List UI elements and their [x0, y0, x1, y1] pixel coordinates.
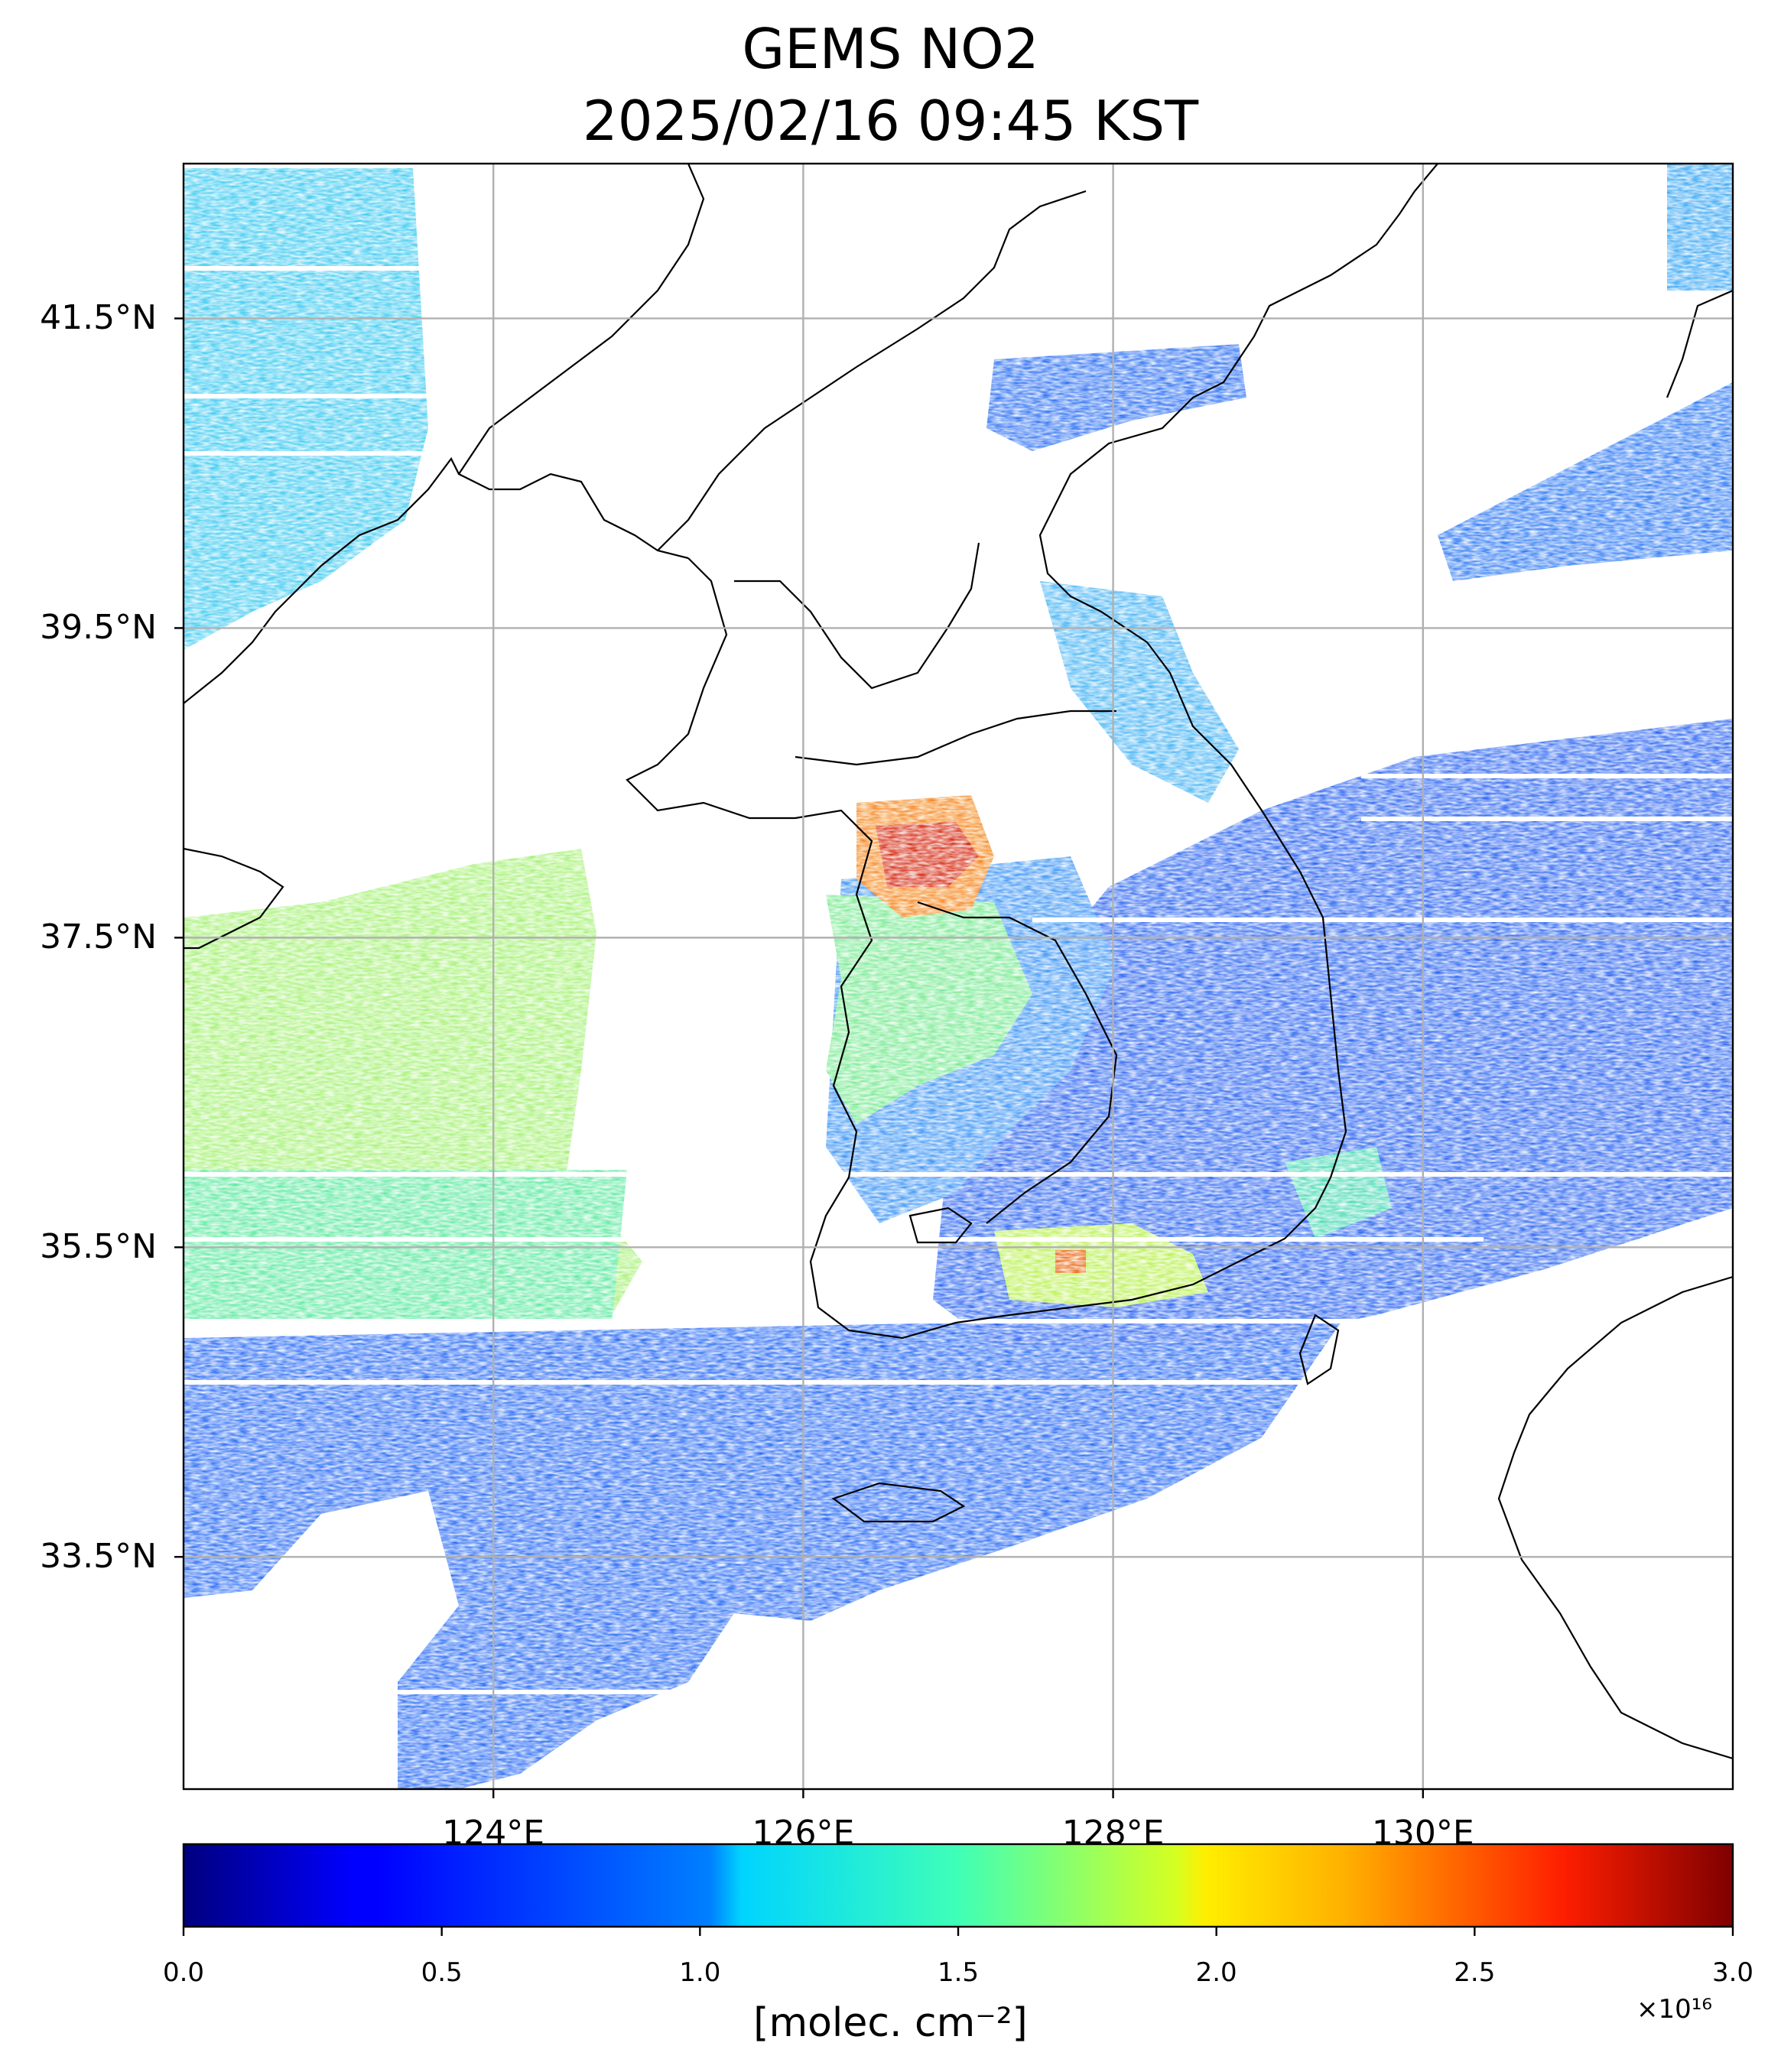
no2-region-east-coast — [1040, 581, 1239, 803]
plot-frame — [182, 162, 1734, 1791]
no2-region-northeast — [1438, 382, 1733, 581]
border-nk-internal — [734, 542, 980, 690]
no2-region-southwest-sea — [184, 1315, 1346, 1789]
lat-tick-label: 33.5°N — [40, 1537, 157, 1577]
no2-region-yeosu — [1055, 1250, 1086, 1273]
coastlines — [184, 164, 1733, 1760]
gridlines — [184, 164, 1733, 1789]
colorbar-tick-label: 0.5 — [421, 1957, 463, 1988]
map-title-line2: 2025/02/16 09:45 KST — [582, 89, 1199, 153]
no2-region-nk-east — [986, 344, 1246, 451]
no2-region-central — [826, 895, 1032, 1124]
swath-gap — [184, 451, 948, 456]
swath-gaps — [184, 266, 1733, 1694]
lat-tick-label: 37.5°N — [40, 917, 157, 957]
swath-gap — [1032, 917, 1733, 922]
colorbar-tick-label: 1.5 — [937, 1957, 980, 1988]
no2-region-busan — [1285, 1147, 1392, 1239]
colorbar-tick-label: 1.0 — [679, 1957, 721, 1988]
colorbar-tick-label: 2.5 — [1454, 1957, 1496, 1988]
border-china-nk — [657, 190, 1087, 551]
swath-gap — [184, 1237, 1484, 1242]
swath-gap — [398, 1690, 811, 1694]
axis-tick-marks — [174, 317, 1425, 1798]
coastline-japan-north — [1666, 289, 1733, 398]
border-dmz — [795, 710, 1116, 766]
swath-gap — [184, 1380, 1331, 1385]
coastline-japan-kyushu — [1497, 1275, 1733, 1760]
border-china-internal — [458, 164, 705, 475]
colorbar-exponent-label: ×10¹⁶ — [1636, 1994, 1713, 2025]
coastline-shandong — [184, 847, 284, 950]
coastline-korea-south — [848, 1177, 1331, 1340]
colorbar-tick-marks — [182, 1927, 1734, 1936]
lat-tick-label: 41.5°N — [40, 298, 157, 338]
coastline-jeju — [831, 1482, 966, 1523]
coastline-korea-east — [1038, 164, 1438, 1178]
no2-regions — [184, 164, 1733, 1789]
no2-region-south-coast — [994, 1223, 1208, 1307]
lon-tick-label: 126°E — [752, 1814, 855, 1853]
coastline-liaodong — [184, 456, 689, 704]
lon-tick-label: 128°E — [1061, 1814, 1165, 1853]
lon-tick-label: 130°E — [1371, 1814, 1474, 1853]
swath-gap — [184, 394, 948, 398]
colorbar-tick-label: 3.0 — [1711, 1957, 1754, 1988]
no2-data-layer — [184, 164, 1733, 1789]
map-title-line1: GEMS NO2 — [742, 17, 1039, 81]
coastline-korea-west — [626, 557, 873, 1331]
no2-region-liaoning — [184, 168, 428, 650]
lat-tick-label: 35.5°N — [40, 1227, 157, 1267]
colorbar-tick-label: 0.0 — [162, 1957, 205, 1988]
border-sk-internal — [917, 901, 1118, 1224]
colorbar-tick-label: 2.0 — [1195, 1957, 1237, 1988]
coastline-tsushima — [1298, 1314, 1340, 1385]
lake-daecheong — [908, 1207, 973, 1244]
lat-tick-label: 39.5°N — [40, 608, 157, 648]
swath-gap — [184, 1319, 1529, 1323]
swath-gap — [1361, 774, 1733, 778]
swath-gap — [184, 1172, 1733, 1177]
no2-region-far-northeast — [1667, 164, 1733, 291]
no2-region-yellow-sea-band — [184, 1170, 627, 1323]
swath-gap — [184, 266, 948, 271]
lon-tick-label: 124°E — [442, 1814, 545, 1853]
swath-gap — [1361, 817, 1733, 821]
no2-region-east — [933, 719, 1733, 1346]
colorbar-unit-label: [molec. cm⁻²] — [753, 2000, 1028, 2046]
colorbar — [182, 1843, 1734, 1928]
no2-region-seoul-core — [876, 822, 979, 887]
